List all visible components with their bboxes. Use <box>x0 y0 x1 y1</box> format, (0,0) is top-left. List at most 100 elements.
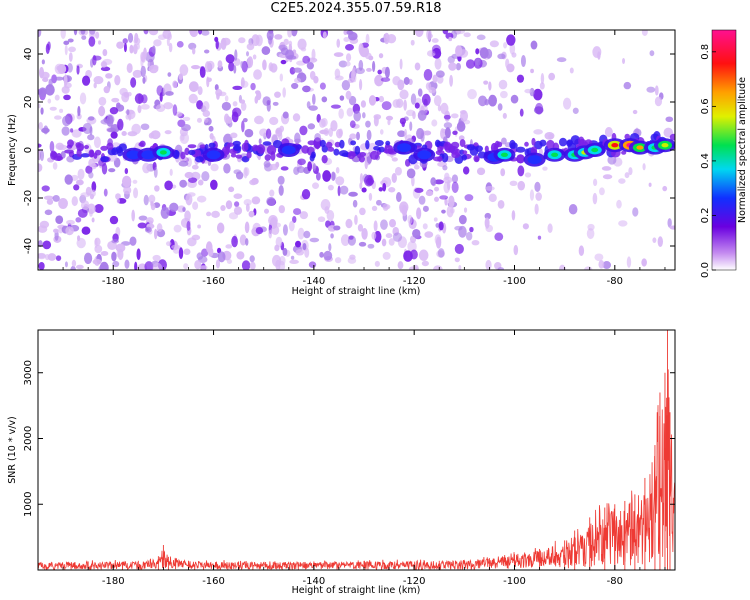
speckle <box>197 30 203 35</box>
speckle <box>520 54 526 67</box>
speckle <box>299 125 308 136</box>
speckle <box>524 172 532 178</box>
band-speckle <box>350 140 357 146</box>
speckle <box>197 224 202 229</box>
speckle <box>152 254 161 262</box>
speckle <box>68 46 76 53</box>
band-speckle <box>385 140 391 146</box>
speckle <box>44 253 50 261</box>
speckle <box>300 47 307 52</box>
speckle <box>184 210 191 222</box>
speckle <box>116 41 124 49</box>
speckle <box>290 255 295 260</box>
speckle <box>434 234 442 246</box>
speckle <box>38 87 47 97</box>
speckle <box>641 258 647 267</box>
speckle <box>75 217 82 223</box>
speckle <box>388 187 396 193</box>
speckle <box>282 111 289 119</box>
speckle <box>202 101 210 111</box>
band-speckle <box>459 139 466 147</box>
speckle <box>100 66 111 72</box>
band-speckle <box>118 143 128 151</box>
speckle <box>153 228 158 240</box>
speckle <box>442 30 449 35</box>
speckle <box>240 77 245 88</box>
speckle <box>361 187 367 193</box>
speckle <box>407 240 417 253</box>
speckle <box>592 46 602 58</box>
speckle <box>365 33 370 44</box>
speckle <box>224 95 229 102</box>
speckle <box>648 182 652 188</box>
speckle <box>280 166 289 171</box>
speckle <box>301 86 311 92</box>
speckle <box>312 163 317 172</box>
speckle <box>334 257 342 264</box>
speckle <box>301 188 311 200</box>
band-speckle <box>484 145 489 153</box>
speckle <box>292 208 302 215</box>
speckle <box>519 108 524 117</box>
snr-xtick-label: -80 <box>607 576 623 587</box>
speckle <box>196 195 207 203</box>
snr-ytick-label: 3000 <box>23 360 34 385</box>
band-speckle <box>246 151 252 159</box>
speckle <box>358 79 363 91</box>
speckle <box>121 175 132 188</box>
speckle <box>652 237 657 243</box>
speckle <box>288 40 293 47</box>
speckle <box>558 264 566 270</box>
speckle <box>475 58 481 66</box>
speckle <box>159 92 163 102</box>
speckle <box>132 69 143 78</box>
speckle <box>67 63 73 73</box>
speckle <box>307 123 316 130</box>
speckle <box>122 38 128 44</box>
speckle <box>67 38 74 43</box>
speckle <box>246 43 255 51</box>
speckle <box>505 58 510 69</box>
speckle <box>389 219 397 228</box>
speckle <box>274 244 280 252</box>
speckle <box>160 206 170 219</box>
speckle <box>199 66 206 78</box>
speckle <box>471 239 480 246</box>
band-speckle <box>233 145 241 152</box>
speckle <box>274 34 283 40</box>
speckle <box>269 63 278 73</box>
speckle <box>464 194 474 202</box>
speckle <box>345 218 353 229</box>
speckle <box>302 243 307 251</box>
speckle <box>511 210 516 221</box>
speckle <box>150 201 154 207</box>
speckle <box>328 127 333 137</box>
band-speckle <box>173 150 180 160</box>
speckle <box>439 195 449 200</box>
speckle <box>330 104 341 109</box>
speckle <box>240 102 247 111</box>
speckle <box>287 30 293 38</box>
band-speckle <box>450 141 460 149</box>
spectrogram-xtick-label: -120 <box>403 276 426 287</box>
speckle <box>269 116 279 126</box>
speckle <box>327 184 334 191</box>
speckle <box>103 188 108 197</box>
spectrogram-xtick-label: -140 <box>303 276 326 287</box>
band-speckle <box>184 147 190 156</box>
speckle <box>241 120 245 133</box>
speckle <box>434 186 440 192</box>
speckle <box>465 59 475 69</box>
speckle <box>602 174 613 180</box>
speckle <box>269 189 275 197</box>
speckle <box>444 127 451 139</box>
spectrogram-ytick-label: 20 <box>23 96 34 109</box>
spectrogram-xtick-label: -100 <box>503 276 526 287</box>
speckle <box>359 207 366 216</box>
speckle <box>354 214 358 225</box>
speckle <box>382 203 389 211</box>
speckle <box>641 30 648 36</box>
speckle <box>341 79 351 91</box>
speckle <box>234 49 238 61</box>
speckle <box>529 189 535 201</box>
